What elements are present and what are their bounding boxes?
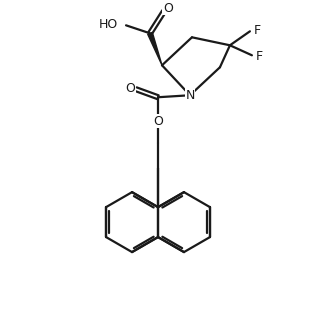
Polygon shape: [148, 32, 162, 65]
Text: F: F: [255, 50, 262, 63]
Text: F: F: [253, 24, 260, 37]
Text: HO: HO: [99, 18, 118, 31]
Text: O: O: [153, 115, 163, 128]
Text: O: O: [125, 82, 135, 95]
Text: N: N: [185, 89, 195, 102]
Text: O: O: [163, 2, 173, 15]
